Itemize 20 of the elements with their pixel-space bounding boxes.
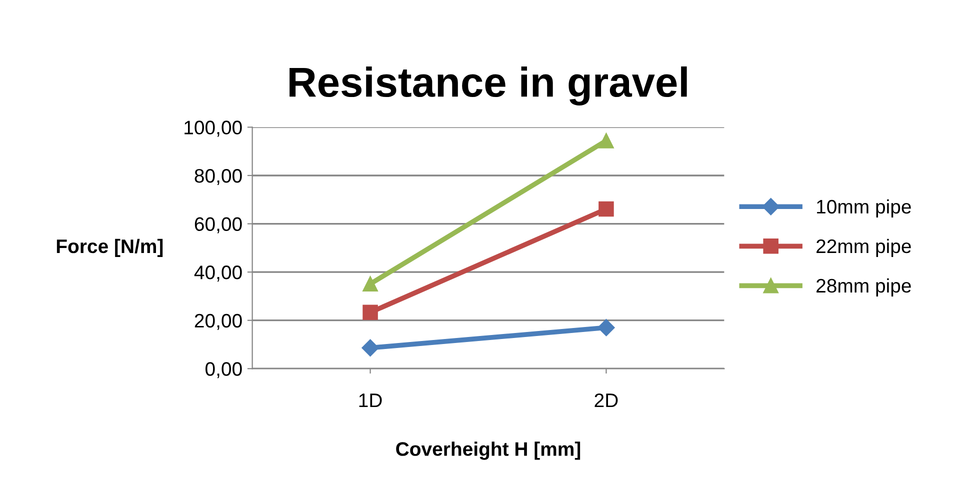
y-axis-title: Force [N/m] <box>56 238 163 257</box>
y-tick-label: 100,00 <box>184 120 242 137</box>
y-tick-label: 40,00 <box>194 266 242 282</box>
x-tick-label: 2D <box>594 393 618 408</box>
x-tick-label: 1D <box>359 394 382 408</box>
y-tick-label: 0,00 <box>206 362 242 378</box>
point <box>598 319 615 336</box>
legend-label: 10mm pipe <box>817 199 911 218</box>
y-tick-label: 20,00 <box>194 314 242 330</box>
legend-label: 28mm pipe <box>816 278 911 296</box>
legend-label: 22mm pipe <box>816 238 911 257</box>
point <box>362 339 379 356</box>
chart-title: Resistance in gravel <box>290 66 687 106</box>
y-tick-label: 80,00 <box>194 168 242 186</box>
point <box>598 201 614 217</box>
x-axis-title: Coverheight H [mm] <box>396 442 580 460</box>
point <box>598 133 614 148</box>
y-tick-label: 60,00 <box>194 217 242 234</box>
point <box>362 304 378 320</box>
point <box>362 276 378 292</box>
